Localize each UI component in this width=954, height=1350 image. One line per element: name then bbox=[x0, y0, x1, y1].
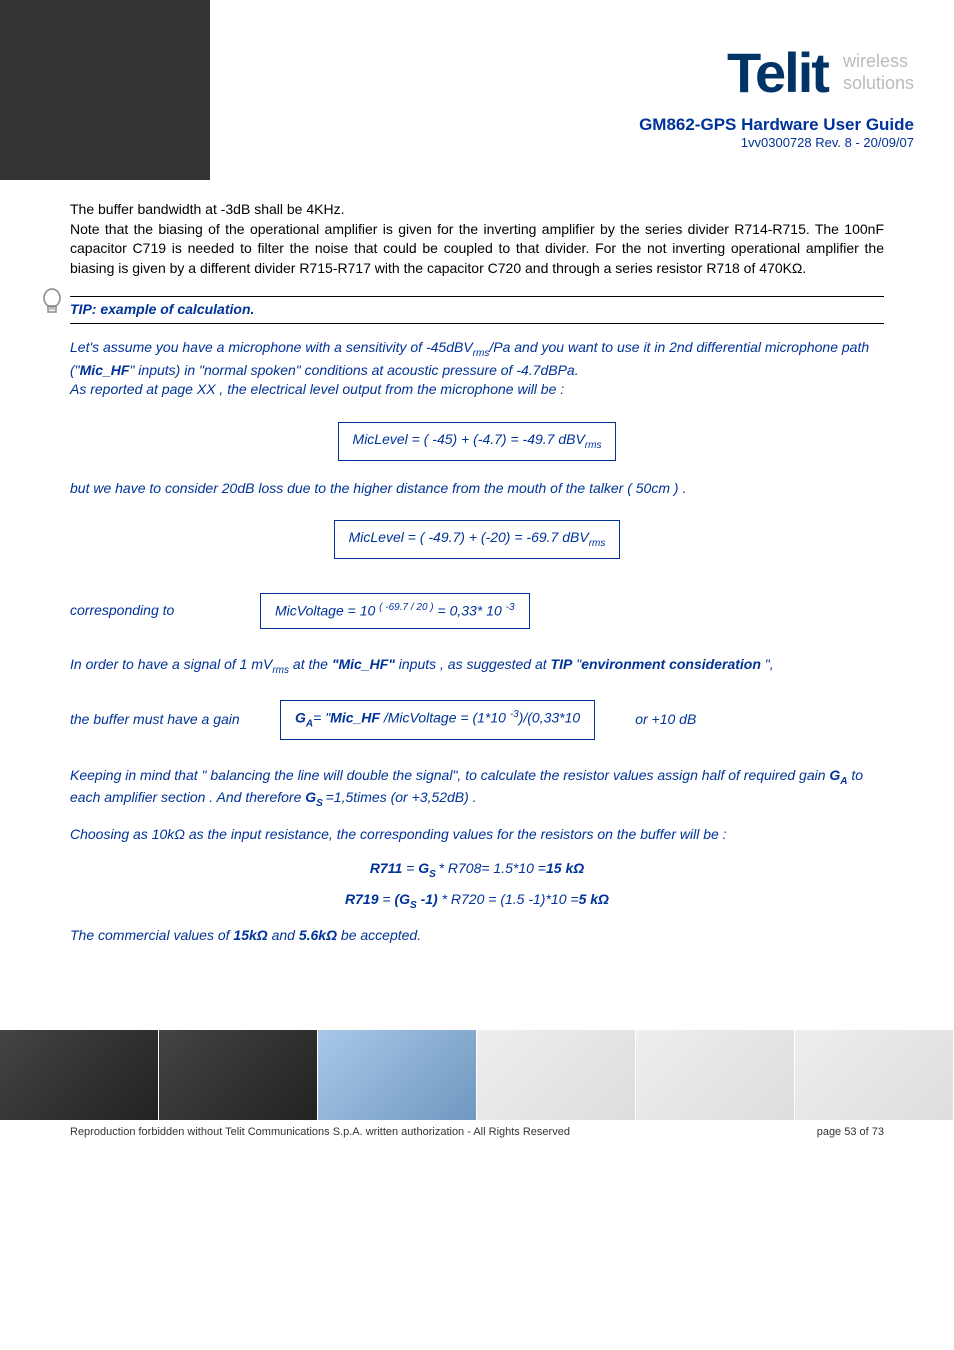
footer-image-strip bbox=[0, 1030, 954, 1120]
page-header: Telit wireless solutions GM862-GPS Hardw… bbox=[0, 0, 954, 180]
footer-image-4 bbox=[477, 1030, 636, 1120]
tip-paragraph-7: The commercial values of 15kΩ and 5.6kΩ … bbox=[70, 926, 884, 946]
doc-title: GM862-GPS Hardware User Guide bbox=[639, 115, 914, 135]
formula-2: MicLevel = ( -49.7) + (-20) = -69.7 dBVr… bbox=[70, 512, 884, 567]
logo-tagline: wireless solutions bbox=[843, 51, 914, 94]
gain-row: the buffer must have a gain GA= "Mic_HF … bbox=[70, 692, 884, 747]
footer-image-3 bbox=[318, 1030, 477, 1120]
tip-paragraph-1: Let's assume you have a microphone with … bbox=[70, 338, 884, 400]
formula-3: MicVoltage = 10 ( -69.7 / 20 ) = 0,33* 1… bbox=[260, 593, 530, 629]
logo-text: Telit bbox=[727, 40, 828, 105]
body-paragraph-1: The buffer bandwidth at -3dB shall be 4K… bbox=[70, 200, 884, 278]
tip-header: TIP: example of calculation. bbox=[70, 296, 884, 324]
footer-image-2 bbox=[159, 1030, 318, 1120]
footer-page: page 53 of 73 bbox=[817, 1126, 884, 1138]
footer-image-5 bbox=[636, 1030, 795, 1120]
tip-paragraph-4: In order to have a signal of 1 mVrms at … bbox=[70, 655, 884, 678]
footer-image-6 bbox=[795, 1030, 954, 1120]
formula-1: MicLevel = ( -45) + (-4.7) = -49.7 dBVrm… bbox=[70, 414, 884, 469]
gain-db: or +10 dB bbox=[635, 710, 696, 730]
corresponding-label: corresponding to bbox=[70, 601, 260, 621]
footer: Reproduction forbidden without Telit Com… bbox=[0, 1120, 954, 1144]
logo: Telit wireless solutions bbox=[727, 40, 914, 105]
header-right: Telit wireless solutions GM862-GPS Hardw… bbox=[210, 0, 954, 180]
gain-label: the buffer must have a gain bbox=[70, 710, 280, 730]
formula-4: GA= "Mic_HF /MicVoltage = (1*10 -3)/(0,3… bbox=[280, 700, 595, 739]
footer-copyright: Reproduction forbidden without Telit Com… bbox=[70, 1126, 570, 1138]
tip-paragraph-6: Choosing as 10kΩ as the input resistance… bbox=[70, 825, 884, 845]
corresponding-row: corresponding to MicVoltage = 10 ( -69.7… bbox=[70, 585, 884, 637]
footer-image-1 bbox=[0, 1030, 159, 1120]
document-title-block: GM862-GPS Hardware User Guide 1vv0300728… bbox=[639, 115, 914, 150]
tip-paragraph-5: Keeping in mind that " balancing the lin… bbox=[70, 766, 884, 812]
equation-r719: R719 = (GS -1) * R720 = (1.5 -1)*10 =5 k… bbox=[70, 890, 884, 913]
tip-paragraph-3: but we have to consider 20dB loss due to… bbox=[70, 479, 884, 499]
lightbulb-icon bbox=[40, 288, 64, 318]
equation-r711: R711 = GS * R708= 1.5*10 =15 kΩ bbox=[70, 859, 884, 882]
doc-revision: 1vv0300728 Rev. 8 - 20/09/07 bbox=[639, 135, 914, 150]
header-dark-block bbox=[0, 0, 210, 180]
main-content: The buffer bandwidth at -3dB shall be 4K… bbox=[0, 180, 954, 970]
